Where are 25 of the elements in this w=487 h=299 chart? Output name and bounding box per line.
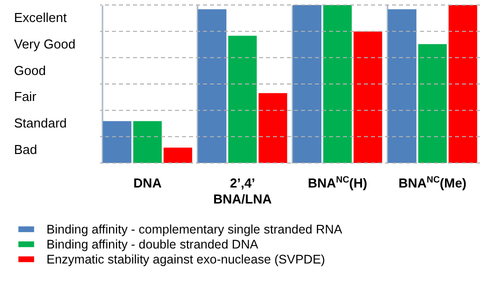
bar — [354, 32, 382, 163]
bar — [102, 121, 132, 163]
bar — [258, 93, 288, 163]
x-tick-label: BNA$^{NC}$(Me) — [398, 174, 467, 190]
text: Bad — [14, 142, 38, 157]
bar — [198, 9, 226, 163]
bar — [418, 44, 447, 163]
text: Very Good — [14, 36, 76, 52]
x-tick-label: DNA — [133, 176, 162, 190]
text: Good — [14, 62, 46, 78]
legend-label: Enzymatic stability against exo-nuclease (SVPDE) — [46, 252, 326, 266]
bar — [448, 5, 478, 163]
legend-label: Binding affinity - double stranded DNA — [46, 237, 259, 252]
text: Fair — [14, 89, 38, 104]
x-tick-label: BNA$^{NC}$(H) — [308, 174, 368, 190]
x-tick-label: 2’,4’ BNA/LNA — [213, 176, 272, 206]
bar — [292, 5, 322, 163]
bar — [388, 9, 416, 163]
bar — [133, 121, 162, 163]
text: Standard — [14, 116, 67, 130]
text: Excellent — [14, 10, 68, 26]
bar — [228, 36, 257, 163]
bar — [164, 148, 192, 163]
bar — [323, 5, 352, 163]
legend-label: Binding affinity - complementary single stranded RNA — [46, 222, 343, 236]
